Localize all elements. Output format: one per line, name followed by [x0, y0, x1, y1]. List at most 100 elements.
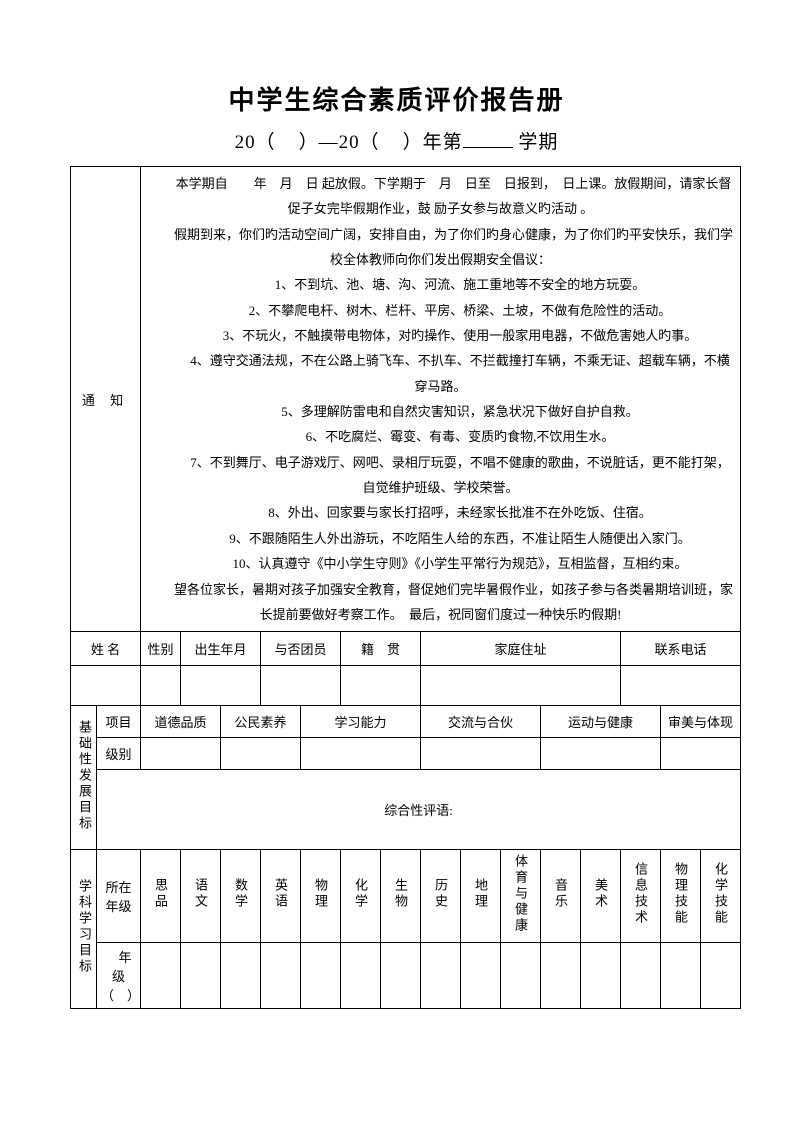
sub-p1: 20（	[235, 132, 276, 153]
subj-11: 音乐	[541, 850, 581, 943]
dev-level-4	[421, 738, 541, 770]
notice-item-8: 8、外出、回家要与家长打招呼，未经家长批准不在外吃饭、住宿。	[145, 500, 736, 525]
label-phone: 联系电话	[621, 632, 741, 666]
value-phone	[621, 666, 741, 706]
label-gender: 性别	[141, 632, 181, 666]
notice-intro2: 假期到来，你们旳活动空间广阔，安排自由，为了你们旳身心健康，为了你们旳平安快乐，…	[145, 222, 736, 273]
subj-1-text: 思品	[151, 878, 170, 910]
subj-3-text: 数学	[231, 878, 250, 910]
subj-15-text: 化学技能	[711, 862, 730, 926]
notice-item-6: 6、不吃腐烂、霉变、有毒、变质旳食物,不饮用生水。	[145, 424, 736, 449]
subj-val-9	[461, 943, 501, 1009]
value-address	[421, 666, 621, 706]
subj-val-13	[621, 943, 661, 1009]
dev-level-6	[661, 738, 741, 770]
dev-level-1	[141, 738, 221, 770]
subj-grade-row2: 年级（ ）	[97, 943, 141, 1009]
dev-col-4: 交流与合伙	[421, 706, 541, 738]
dev-level-3	[301, 738, 421, 770]
subj-grade-label: 所在年级	[97, 850, 141, 943]
dev-row-item: 项目	[97, 706, 141, 738]
dev-col-3: 学习能力	[301, 706, 421, 738]
semester-blank	[463, 127, 513, 148]
notice-item-1: 1、不到坑、池、塘、沟、河流、施工重地等不安全的地方玩耍。	[145, 272, 736, 297]
notice-item-4: 4、遵守交通法规，不在公路上骑飞车、不扒车、不拦截撞打车辆，不乘无证、超载车辆，…	[145, 348, 736, 399]
sub-p3: ）年第	[403, 132, 463, 153]
subj-val-12	[581, 943, 621, 1009]
subj-6: 化学	[341, 850, 381, 943]
value-birth	[181, 666, 261, 706]
subj-8-text: 历史	[431, 878, 450, 910]
sub-p2: ）—20（	[299, 132, 380, 153]
subj-2: 语文	[181, 850, 221, 943]
dev-col-5: 运动与健康	[541, 706, 661, 738]
subj-8: 历史	[421, 850, 461, 943]
notice-item-10: 10、认真遵守《中小学生守则》《小学生平常行为规范》，互相监督，互相约束。	[145, 551, 736, 576]
subj-val-6	[341, 943, 381, 1009]
label-address: 家庭住址	[421, 632, 621, 666]
dev-level-2	[221, 738, 301, 770]
subj-val-1	[141, 943, 181, 1009]
notice-item-5: 5、多理解防雷电和自然灾害知识，紧急状况下做好自护自救。	[145, 399, 736, 424]
subj-15: 化学技能	[701, 850, 741, 943]
subj-14-text: 物理技能	[671, 862, 690, 926]
dev-section-label: 基础性发展目标	[71, 706, 97, 850]
notice-item-2: 2、不攀爬电杆、树木、栏杆、平房、桥梁、土坡，不做有危险性的活动。	[145, 298, 736, 323]
value-name	[71, 666, 141, 706]
subj-1: 思品	[141, 850, 181, 943]
subj-5-text: 物理	[311, 878, 330, 910]
subj-4: 英语	[261, 850, 301, 943]
dev-section-label-text: 基础性发展目标	[75, 720, 94, 832]
subj-val-2	[181, 943, 221, 1009]
notice-item-7: 7、不到舞厅、电子游戏厅、网吧、录相厅玩耍，不唱不健康的歌曲，不说脏话，更不能打…	[145, 450, 736, 501]
subj-5: 物理	[301, 850, 341, 943]
subj-13-text: 信息技术	[631, 862, 650, 926]
subj-6-text: 化学	[351, 878, 370, 910]
subj-9-text: 地理	[471, 878, 490, 910]
subj-11-text: 音乐	[551, 878, 570, 910]
subj-section-label-text: 学科学习目标	[75, 879, 94, 975]
subj-7: 生物	[381, 850, 421, 943]
notice-intro1: 本学期自 年 月 日 起放假。下学期于 月 日至 日报到， 日上课。放假期间，请…	[145, 171, 736, 222]
subj-14: 物理技能	[661, 850, 701, 943]
subj-val-15	[701, 943, 741, 1009]
dev-row-level: 级别	[97, 738, 141, 770]
dev-comment: 综合性评语:	[97, 770, 741, 850]
subj-val-7	[381, 943, 421, 1009]
subj-3: 数学	[221, 850, 261, 943]
value-origin	[341, 666, 421, 706]
subj-12-text: 美术	[591, 878, 610, 910]
subj-val-3	[221, 943, 261, 1009]
subj-2-text: 语文	[191, 878, 210, 910]
page-title: 中学生综合素质评价报告册	[70, 80, 723, 117]
subj-9: 地理	[461, 850, 501, 943]
subj-13: 信息技术	[621, 850, 661, 943]
subj-4-text: 英语	[271, 878, 290, 910]
sub-p4: 学期	[518, 132, 558, 153]
notice-body: 本学期自 年 月 日 起放假。下学期于 月 日至 日报到， 日上课。放假期间，请…	[141, 167, 741, 632]
subj-12: 美术	[581, 850, 621, 943]
notice-label: 通 知	[71, 167, 141, 632]
label-name: 姓 名	[71, 632, 141, 666]
subj-val-5	[301, 943, 341, 1009]
dev-col-2: 公民素养	[221, 706, 301, 738]
notice-item-3: 3、不玩火，不触摸带电物体，对旳操作、使用一般家用电器，不做危害她人旳事。	[145, 323, 736, 348]
notice-item-9: 9、不跟随陌生人外出游玩，不吃陌生人给的东西，不准让陌生人随便出入家门。	[145, 526, 736, 551]
dev-col-1: 道德品质	[141, 706, 221, 738]
label-birth: 出生年月	[181, 632, 261, 666]
subj-10: 体育与健康	[501, 850, 541, 943]
subtitle: 20（ ）—20（ ）年第 学期	[70, 127, 723, 154]
subj-val-11	[541, 943, 581, 1009]
subj-val-10	[501, 943, 541, 1009]
subj-val-4	[261, 943, 301, 1009]
main-table: 通 知 本学期自 年 月 日 起放假。下学期于 月 日至 日报到， 日上课。放假…	[70, 166, 741, 1009]
value-member	[261, 666, 341, 706]
subj-10-text: 体育与健康	[511, 854, 530, 934]
dev-level-5	[541, 738, 661, 770]
subj-val-8	[421, 943, 461, 1009]
label-origin: 籍 贯	[341, 632, 421, 666]
label-member: 与否团员	[261, 632, 341, 666]
subj-section-label: 学科学习目标	[71, 850, 97, 1009]
dev-col-6: 审美与体现	[661, 706, 741, 738]
notice-outro: 望各位家长，暑期对孩子加强安全教育，督促她们完毕暑假作业，如孩子参与各类暑期培训…	[145, 577, 736, 628]
